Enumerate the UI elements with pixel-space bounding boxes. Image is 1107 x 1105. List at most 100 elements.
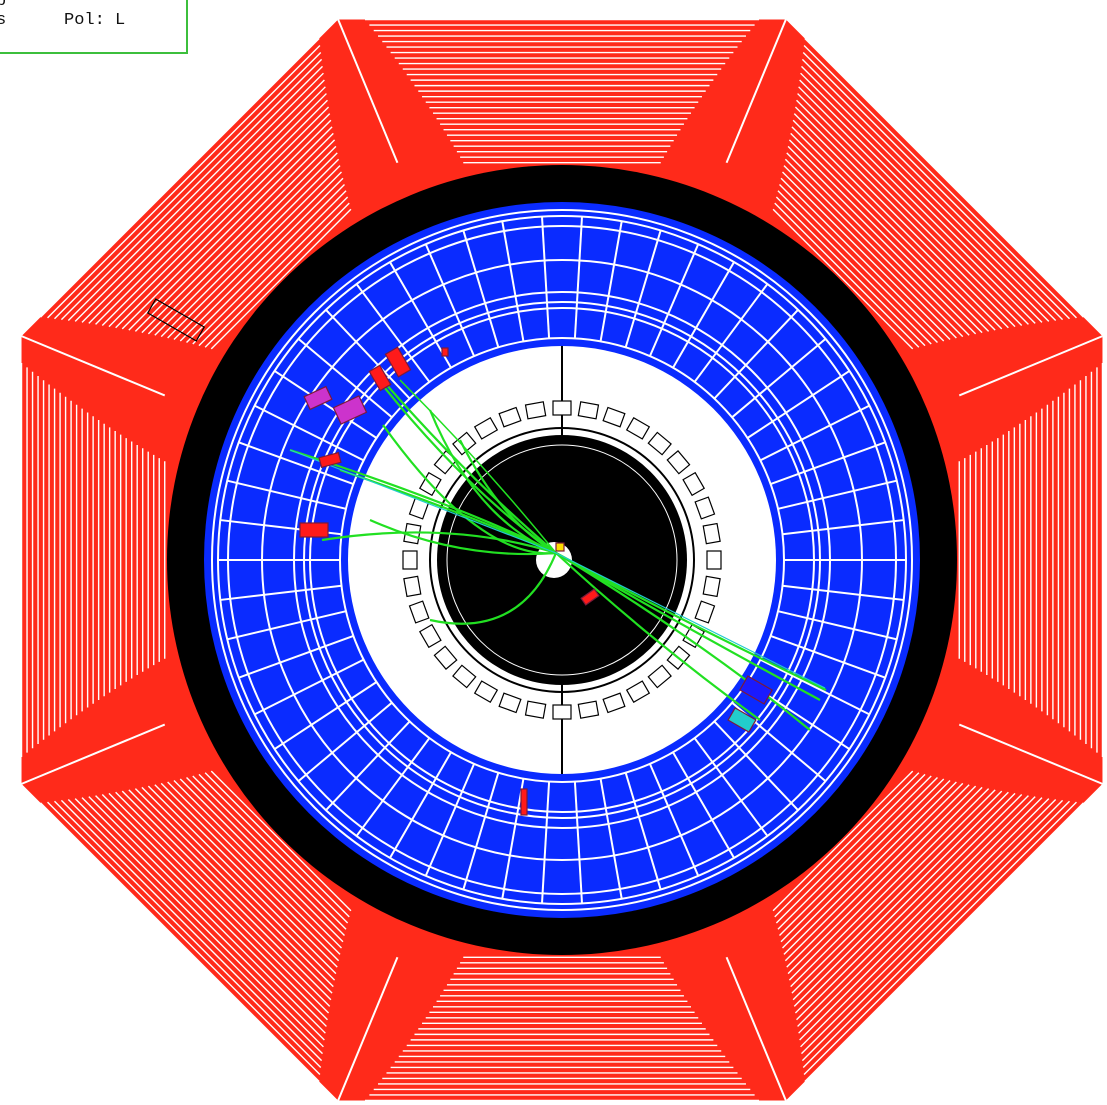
muon-chamber-line (783, 781, 957, 955)
muon-chamber-line (60, 799, 323, 1062)
hcal-cell-divider (649, 243, 700, 357)
hcal-cell-divider (770, 634, 886, 679)
muon-chamber-line (792, 119, 1003, 330)
muon-chamber-line (81, 79, 325, 323)
muon-chamber-line (780, 177, 945, 342)
muon-chamber-line (74, 798, 324, 1048)
muon-sector-edge (337, 19, 399, 164)
muon-chamber-line (793, 113, 1009, 329)
hcal-cell-divider (693, 283, 769, 383)
muon-chamber-line (167, 781, 341, 955)
muon-chamber-line (791, 126, 996, 331)
particle-tracks (289, 371, 827, 731)
muon-chamber-line (797, 93, 1029, 325)
muon-chamber-line (154, 152, 338, 336)
hcal-cell-divider (770, 441, 886, 486)
muon-chamber-line (775, 196, 926, 347)
muon-chamber-line (799, 79, 1043, 323)
muon-sector-edge (958, 723, 1103, 785)
particle-track (555, 552, 811, 731)
hcal-cell-divider (693, 737, 769, 837)
energy-deposit (368, 364, 392, 392)
muon-chamber-line (802, 51, 1071, 320)
ecal-chamber-box (402, 550, 418, 570)
hcal-cell-divider (782, 584, 904, 601)
muon-chamber-line (134, 132, 334, 332)
muon-chamber-line (121, 790, 332, 1001)
muon-chamber-line (95, 795, 327, 1027)
muon-chamber-line (799, 797, 1043, 1041)
hcal-cell-divider (731, 338, 827, 419)
muon-chamber-line (775, 773, 926, 924)
muon-chamber-line (782, 780, 951, 949)
particle-track (369, 518, 557, 556)
muon-chamber-line (167, 165, 341, 339)
muon-chamber-line (793, 791, 1009, 1007)
hcal-cell-divider (227, 479, 347, 510)
ecal-chamber-box (694, 600, 716, 624)
muon-chamber-line (81, 797, 325, 1041)
muon-chamber-line (173, 171, 342, 340)
hcal-cell-divider (672, 751, 735, 859)
muon-chamber-line (74, 72, 324, 322)
muon-chamber-line (210, 208, 352, 350)
muon-chamber-line (772, 770, 914, 912)
muon-chamber-line (40, 802, 320, 1082)
hcal-cell-divider (713, 720, 799, 811)
ecal-chamber-box (498, 692, 522, 714)
muon-chamber-line (801, 58, 1064, 321)
hcal-cell-divider (746, 370, 850, 439)
energy-deposit (520, 788, 528, 816)
hcal-cell-divider (355, 283, 431, 383)
energy-deposit (727, 707, 757, 733)
particle-track (555, 552, 821, 701)
hcal-cell-divider (462, 772, 500, 890)
info-line-1: b (0, 0, 7, 11)
hcal-cell-divider (501, 221, 525, 342)
muon-chamber-line (53, 51, 322, 320)
muon-chamber-line (782, 171, 951, 340)
hcal-cell-divider (672, 261, 735, 369)
hcal-cell-divider (220, 584, 342, 601)
ecal-chamber-box (452, 664, 477, 689)
hcal-cell-divider (599, 221, 623, 342)
muon-chamber-line (800, 798, 1050, 1048)
muon-chamber-line (121, 119, 332, 330)
particle-track (321, 531, 557, 555)
energy-deposit (739, 675, 773, 705)
muon-chamber-line (179, 778, 344, 943)
particle-track (555, 552, 761, 721)
muon-chamber-line (791, 789, 996, 994)
muon-chamber-line (67, 799, 323, 1055)
ecal-chamber-box (706, 550, 722, 570)
muon-chamber-line (774, 772, 920, 918)
muon-chamber-line (801, 65, 1057, 321)
energy-deposit (441, 347, 449, 357)
hcal-cell-divider (599, 778, 623, 899)
muon-chamber-line (147, 145, 337, 335)
event-info-box: b s Pol: L (0, 0, 188, 54)
ecal-chamber-box (702, 522, 721, 545)
hcal-cell-divider (227, 610, 347, 641)
ecal-chamber-box (647, 431, 672, 456)
muon-chamber-line (798, 86, 1036, 324)
ecal-chamber-box (625, 680, 651, 704)
ecal-chamber-box (702, 575, 721, 598)
hcal-cell-divider (424, 763, 475, 877)
ecal-chamber-box (552, 400, 572, 416)
hcal-cell-divider (649, 763, 700, 877)
muon-chamber-line (784, 782, 964, 962)
muon-chamber-line (101, 794, 328, 1021)
hcal-cell-divider (759, 404, 870, 462)
muon-chamber-line (772, 208, 914, 350)
muon-chamber-line (210, 770, 352, 912)
hcal-cell-divider (540, 216, 551, 339)
muon-chamber-line (47, 45, 321, 319)
ecal-chamber-box (473, 680, 499, 704)
hcal-cell-divider (624, 230, 662, 348)
hcal-cell-divider (355, 737, 431, 837)
muon-chamber-line (779, 184, 938, 343)
energy-deposits (146, 298, 773, 816)
muon-chamber-line (67, 65, 323, 321)
